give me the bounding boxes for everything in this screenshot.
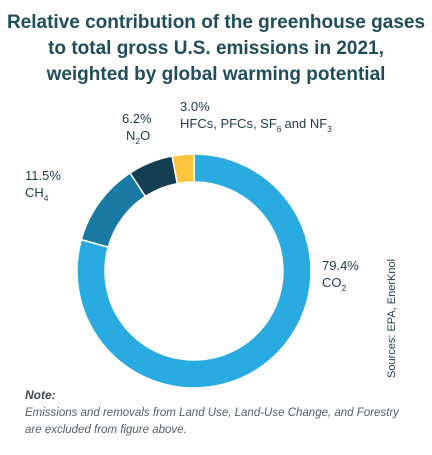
chart-title-line-2: to total gross U.S. emissions in 2021, [48, 38, 384, 59]
note-heading: Note: [25, 388, 56, 402]
label-co2-name: CO2 [322, 275, 347, 293]
label-n2o: 6.2% N2O [122, 111, 152, 146]
donut-slice-ch4 [80, 171, 147, 249]
label-co2: 79.4% CO2 [322, 258, 359, 293]
label-ch4-name: CH4 [25, 185, 49, 203]
label-hfc: 3.0% HFCs, PFCs, SF6 and NF3 [180, 99, 332, 134]
note-text: Emissions and removals from Land Use, La… [25, 407, 399, 436]
chart-title: Relative contribution of the greenhouse … [0, 10, 432, 88]
donut-slices [76, 153, 312, 389]
source-credit: Sources: EPA, EnerKnol [386, 258, 398, 378]
donut-slice-hfcs-pfcs-sf6-and-nf3 [171, 153, 195, 185]
chart-title-line-1: Relative contribution of the greenhouse … [6, 12, 426, 33]
chart-title-line-3: weighted by global warming potential [46, 64, 386, 85]
label-ch4: 11.5% CH4 [25, 168, 61, 203]
label-n2o-value: 6.2% [122, 111, 152, 126]
donut-slice-co2 [76, 153, 312, 389]
label-n2o-name: N2O [126, 128, 150, 146]
label-hfc-value: 3.0% [180, 99, 210, 114]
label-ch4-value: 11.5% [25, 168, 61, 183]
label-hfc-name: HFCs, PFCs, SF6 and NF3 [180, 116, 332, 134]
label-co2-value: 79.4% [322, 258, 359, 273]
